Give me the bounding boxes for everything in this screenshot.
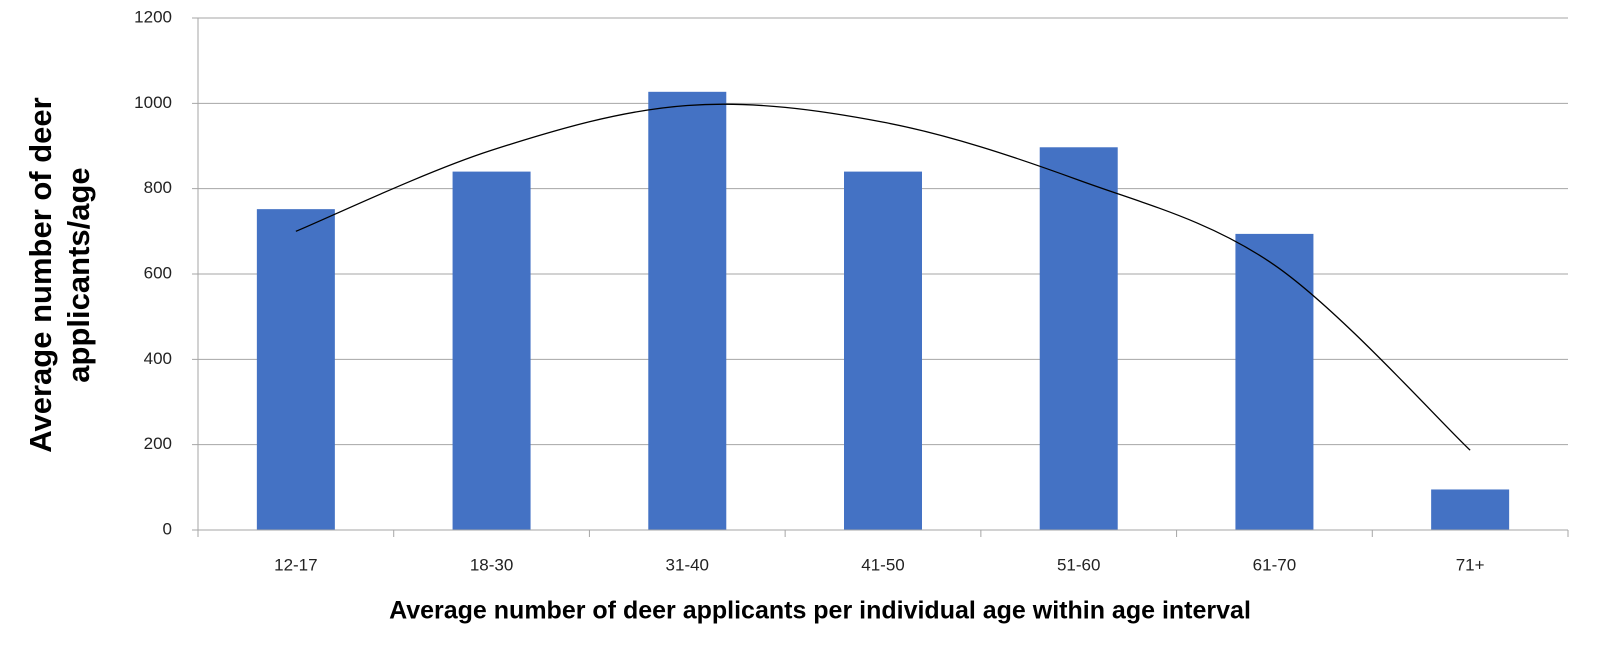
bar xyxy=(648,91,727,531)
x-tick-label: 61-70 xyxy=(1253,555,1296,574)
x-tick-label: 18-30 xyxy=(470,555,513,574)
bar xyxy=(256,209,335,530)
y-tick-label: 1200 xyxy=(134,7,172,26)
y-tick-label: 1000 xyxy=(134,93,172,112)
bar xyxy=(1431,489,1510,530)
x-tick-label: 51-60 xyxy=(1057,555,1100,574)
x-tick-label: 12-17 xyxy=(274,555,317,574)
y-tick-label: 600 xyxy=(144,263,172,282)
y-tick-label: 400 xyxy=(144,349,172,368)
bar xyxy=(1039,147,1118,530)
y-tick-label: 0 xyxy=(163,519,172,538)
y-tick-label: 200 xyxy=(144,434,172,453)
x-axis-title: Average number of deer applicants per in… xyxy=(389,597,1251,625)
x-tick-label: 31-40 xyxy=(666,555,709,574)
x-tick-label: 71+ xyxy=(1456,555,1485,574)
trendline xyxy=(295,103,1471,451)
y-axis-title: Average number of deer applicants/age xyxy=(23,97,96,453)
bar xyxy=(1235,233,1314,531)
y-tick-label: 800 xyxy=(144,178,172,197)
bar xyxy=(844,171,922,530)
x-tick-label: 41-50 xyxy=(861,555,904,574)
bar xyxy=(452,171,531,530)
